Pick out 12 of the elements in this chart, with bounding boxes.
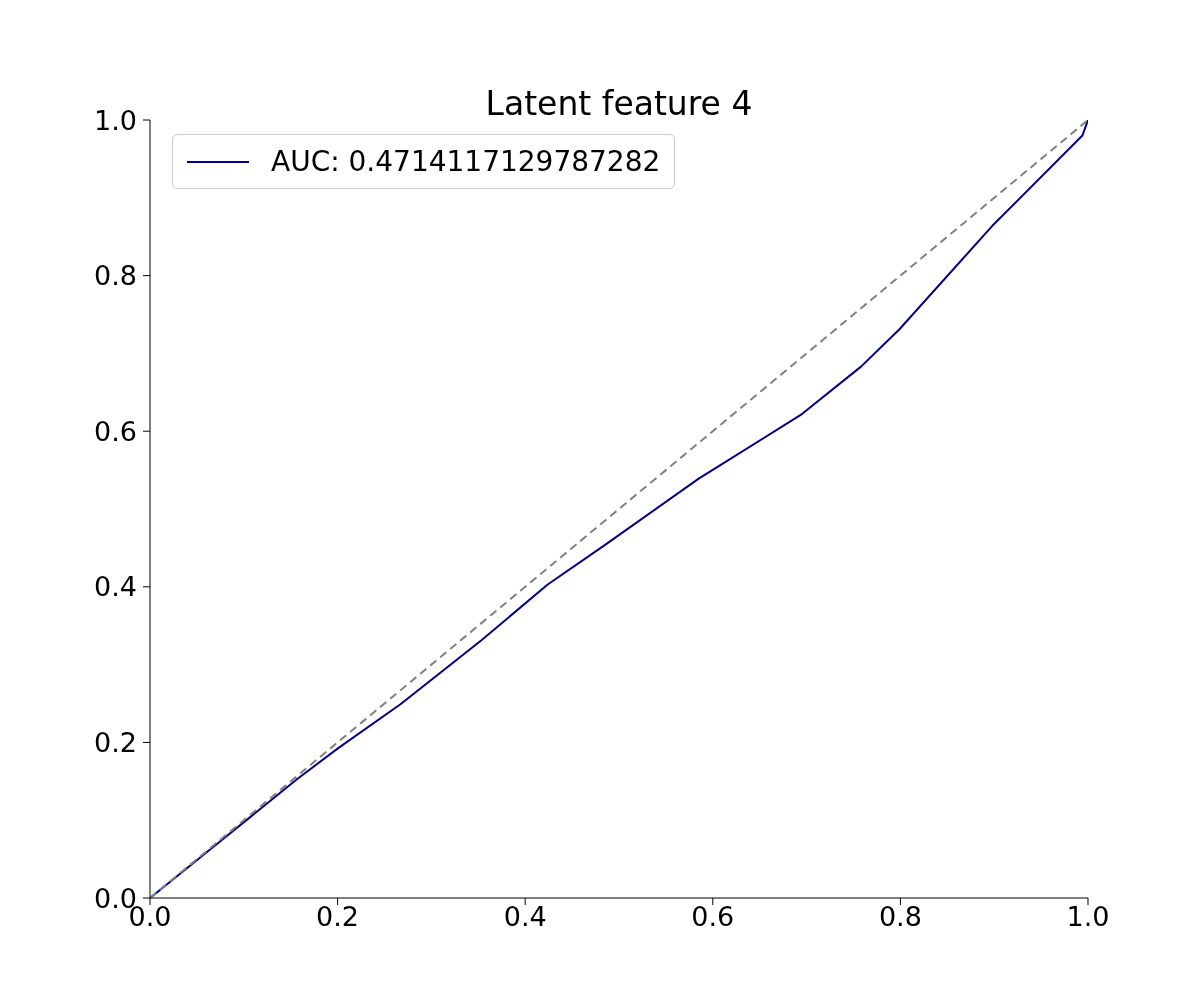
y-tick-label: 1.0	[94, 104, 137, 136]
y-tick-label: 0.8	[94, 260, 137, 292]
x-tick-label: 0.2	[316, 901, 360, 933]
y-tick-label: 0.2	[94, 726, 137, 758]
legend-label: AUC: 0.4714117129787282	[271, 145, 661, 178]
y-tick-label: 0.4	[94, 571, 137, 603]
x-tick-label: 0.8	[878, 901, 922, 933]
x-tick-label: 1.0	[1066, 901, 1110, 933]
x-tick-label: 0.4	[503, 901, 547, 933]
y-tick-label: 0.6	[94, 415, 137, 447]
chart-title: Latent feature 4	[484, 84, 754, 123]
x-tick-label: 0.6	[691, 901, 735, 933]
